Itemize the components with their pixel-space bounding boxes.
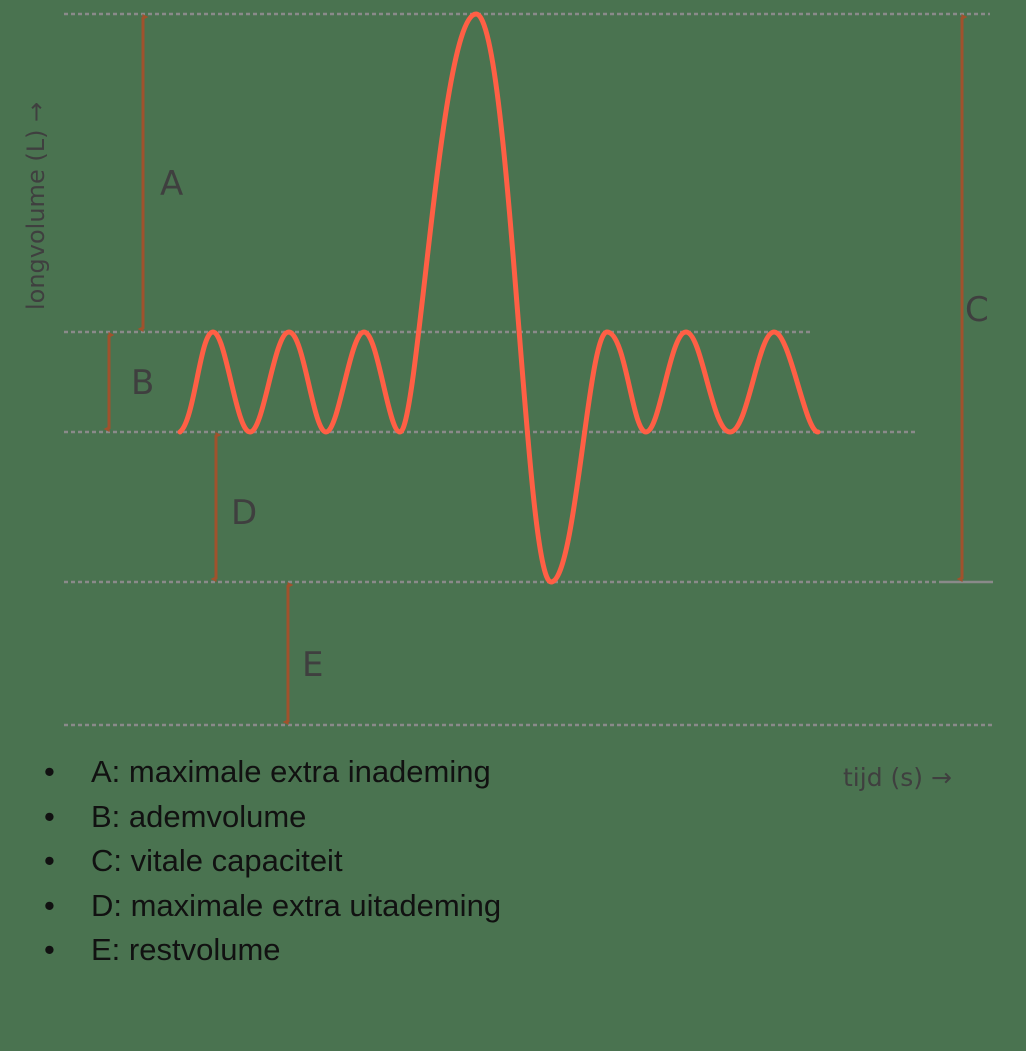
dimension-arrows — [103, 14, 968, 725]
legend-text: B: ademvolume — [91, 798, 307, 834]
label-D: D — [231, 493, 258, 533]
label-B: B — [131, 363, 155, 403]
bullet-icon: • — [44, 932, 55, 967]
label-E: E — [302, 645, 324, 685]
legend-text: D: maximale extra uitademing — [91, 887, 502, 923]
bullet-icon: • — [44, 843, 55, 878]
legend-item: • C: vitale capaciteit — [40, 839, 501, 884]
legend-item: • D: maximale extra uitademing — [40, 884, 501, 929]
legend-item: • B: ademvolume — [40, 795, 501, 840]
legend-text: E: restvolume — [91, 932, 281, 967]
bullet-icon: • — [44, 798, 55, 834]
bullet-icon: • — [44, 754, 55, 789]
legend-item: • A: maximale extra inademing — [40, 750, 501, 795]
volume-curve — [177, 11, 821, 585]
label-C: C — [965, 290, 989, 330]
y-axis-label: longvolume (L) → — [22, 101, 50, 310]
x-axis-label: tijd (s) → — [843, 763, 952, 792]
legend: • A: maximale extra inademing • B: ademvol… — [40, 750, 501, 973]
legend-text: C: vitale capaciteit — [91, 843, 343, 878]
guide-lines — [64, 12, 993, 727]
label-A: A — [160, 164, 184, 204]
bullet-icon: • — [44, 887, 55, 923]
legend-item: • E: restvolume — [40, 928, 501, 973]
legend-text: A: maximale extra inademing — [91, 754, 491, 789]
